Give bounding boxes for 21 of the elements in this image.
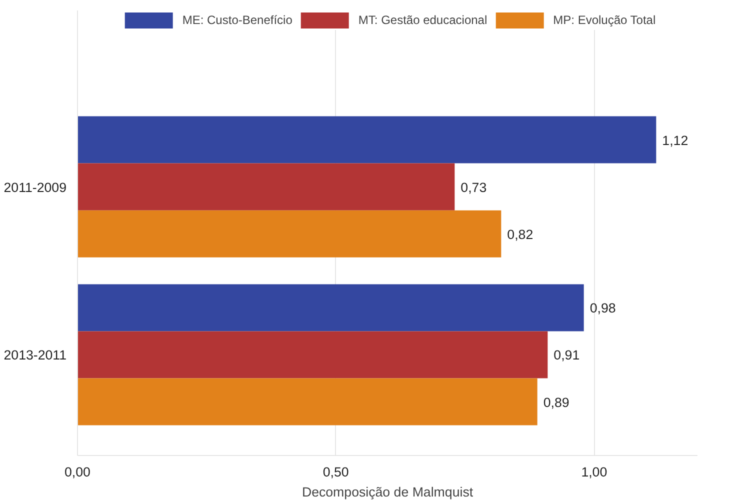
bar bbox=[78, 116, 656, 164]
bar bbox=[78, 284, 584, 332]
bar bbox=[78, 331, 548, 378]
y-tick-label: 2013-2011 bbox=[4, 348, 66, 363]
data-label: 0,73 bbox=[460, 180, 487, 195]
bar bbox=[78, 210, 502, 258]
bar bbox=[78, 378, 538, 426]
bar bbox=[78, 163, 455, 210]
x-tick-label: 0,00 bbox=[64, 464, 90, 480]
data-label: 0,89 bbox=[543, 394, 570, 410]
data-label: 0,98 bbox=[590, 300, 616, 316]
x-tick-label: 1,00 bbox=[581, 464, 608, 480]
legend-label: ME: Custo-Benefício bbox=[182, 13, 292, 27]
legend-label: MT: Gestão educacional bbox=[358, 13, 488, 27]
data-label: 0,91 bbox=[554, 348, 580, 363]
data-label: 0,82 bbox=[507, 226, 534, 242]
x-axis-title: Decomposição de Malmquist bbox=[302, 484, 474, 500]
legend-label: MP: Evolução Total bbox=[553, 13, 656, 27]
x-tick-label: 0,50 bbox=[322, 464, 349, 480]
y-tick-label: 2011-2009 bbox=[4, 180, 66, 195]
data-label: 1,12 bbox=[662, 132, 688, 148]
